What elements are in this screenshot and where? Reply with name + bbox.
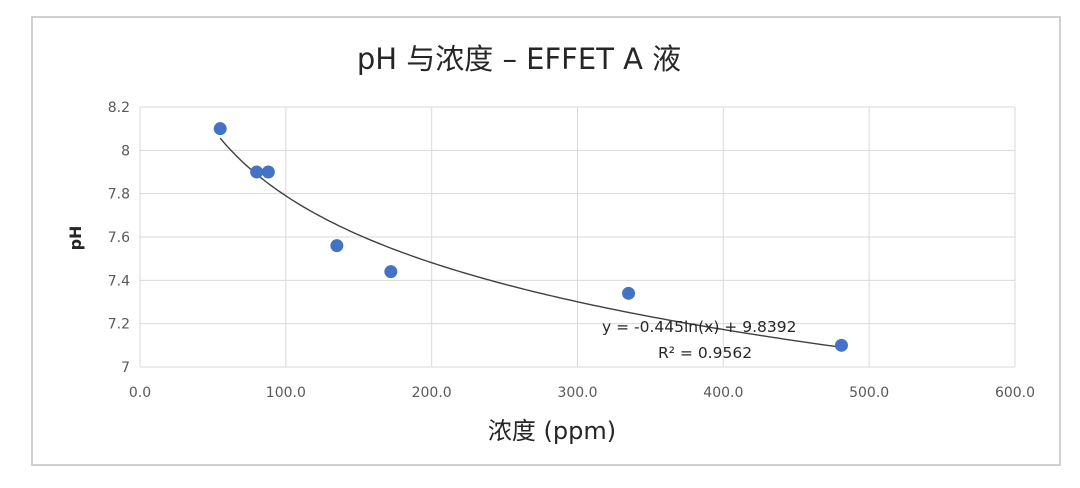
y-tick-label: 7.2 [108, 317, 130, 333]
y-tick-label: 7.4 [108, 273, 130, 289]
y-tick-label: 7.6 [108, 230, 130, 246]
x-tick-label: 400.0 [703, 385, 743, 401]
tick-labels: 7 7.2 7.4 7.6 7.8 8 8.2 0.0 100.0 200.0 300.0 400.0… [108, 100, 1035, 401]
y-axis-title: pH [66, 226, 85, 251]
y-tick-label: 8.2 [108, 100, 130, 116]
data-point [834, 338, 848, 352]
x-tick-label: 0.0 [129, 385, 151, 401]
data-point [261, 165, 275, 179]
chart-title: pH 与浓度 – EFFET A 液 [357, 42, 681, 76]
x-tick-label: 100.0 [266, 385, 306, 401]
x-tick-label: 300.0 [557, 385, 597, 401]
x-tick-label: 600.0 [995, 385, 1035, 401]
log-trendline [219, 137, 842, 348]
y-tick-label: 7 [121, 360, 130, 376]
data-point [213, 122, 227, 136]
y-tick-label: 8 [121, 143, 130, 159]
x-axis-title: 浓度 (ppm) [488, 417, 616, 445]
data-point [622, 286, 636, 300]
x-tick-label: 200.0 [412, 385, 452, 401]
data-point [384, 265, 398, 279]
r-squared-label: R² = 0.9562 [658, 344, 752, 362]
trendline-group [219, 137, 842, 348]
data-point [330, 239, 344, 253]
trendline-equation: y = -0.445ln(x) + 9.8392 [602, 318, 796, 336]
y-tick-label: 7.8 [108, 187, 130, 203]
data-point [250, 165, 264, 179]
x-tick-label: 500.0 [849, 385, 889, 401]
grid-lines [139, 106, 1016, 368]
data-points [213, 122, 848, 352]
scatter-chart: pH 与浓度 – EFFET A 液 7 7.2 7.4 7.6 7.8 8 8.2 0.0 1… [66, 42, 1035, 445]
chart-frame: pH 与浓度 – EFFET A 液 7 7.2 7.4 7.6 7.8 8 8.2 0.0 1… [31, 16, 1061, 466]
